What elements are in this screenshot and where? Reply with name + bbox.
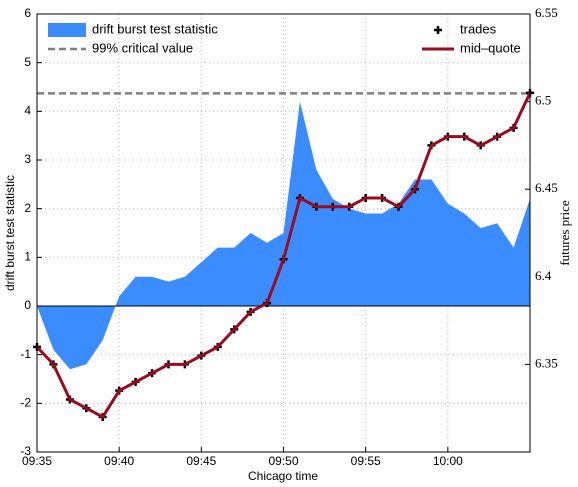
y2-tick-label: 6.45 (535, 180, 558, 195)
plot-frame (36, 13, 531, 453)
legend-label: drift burst test statistic (92, 21, 218, 36)
y2-tick-label: 6.35 (535, 355, 558, 370)
y-tick-label: 5 (24, 55, 31, 69)
y2-tick-label: 6.55 (535, 5, 558, 20)
y2-tick-label: 6.4 (535, 268, 552, 283)
legend-label: trades (460, 21, 497, 36)
y-tick-label: 0 (24, 298, 31, 312)
y-tick-label: -2 (20, 396, 31, 410)
y-tick-label: 1 (24, 250, 31, 264)
x-tick-label: 10:00 (433, 454, 463, 468)
x-axis-label: Chicago time (248, 469, 318, 483)
x-tick-label: 09:50 (268, 454, 298, 468)
y-tick-label: 3 (24, 152, 31, 166)
y-tick-label: 4 (24, 104, 31, 118)
mid-quote-line (35, 92, 532, 419)
y2-axis-label: futures price (557, 200, 572, 266)
legend-label: mid–quote (460, 40, 521, 55)
x-tick-label: 09:35 (22, 454, 52, 468)
y-tick-label: 2 (24, 201, 31, 215)
x-tick-label: 09:45 (186, 454, 216, 468)
x-tick-label: 09:40 (104, 454, 134, 468)
area (37, 101, 530, 370)
y-tick-label: -1 (20, 347, 31, 361)
y-tick-label: 6 (24, 6, 31, 20)
legend-swatch (48, 23, 86, 37)
x-tick-label: 09:55 (351, 454, 381, 468)
y2-tick-label: 6.5 (535, 93, 551, 108)
y-tick-label: -3 (20, 444, 31, 458)
legend-label: 99% critical value (92, 40, 193, 55)
legend-swatch (434, 26, 442, 34)
y-axis-label: drift burst test statistic (3, 175, 17, 291)
